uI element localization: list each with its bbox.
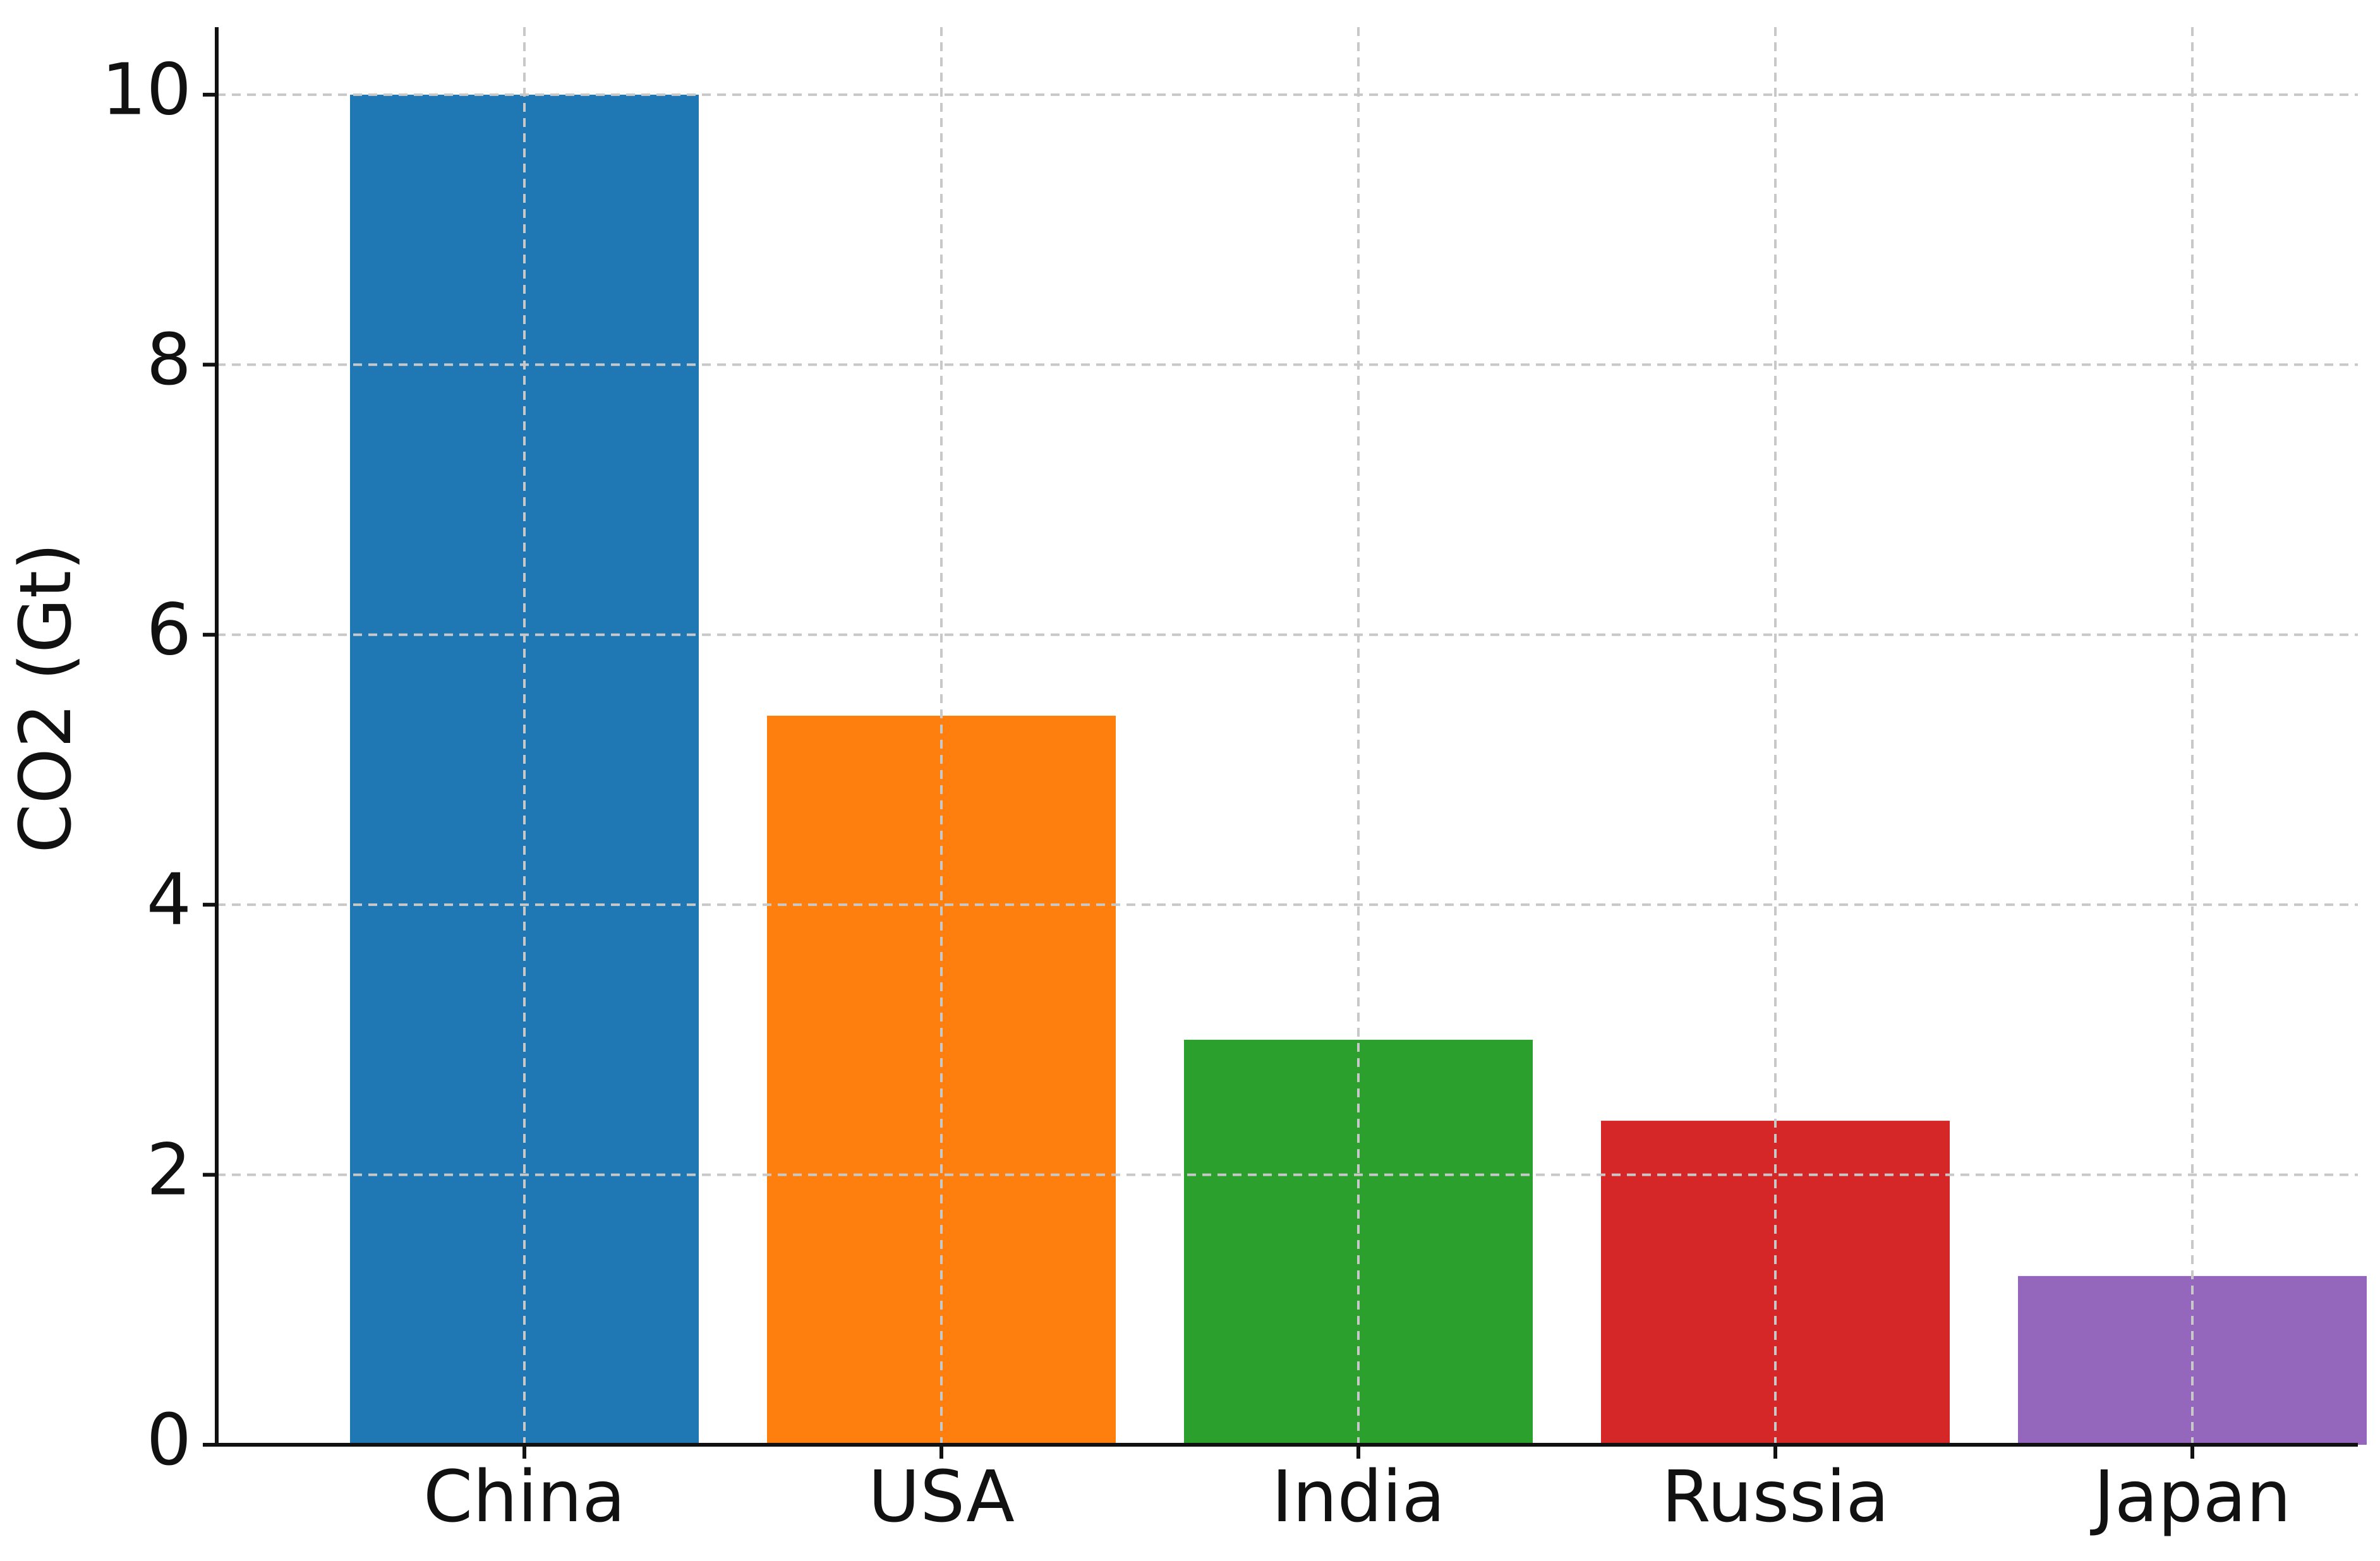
y-tick-label: 6 <box>147 589 191 671</box>
x-tick-label: USA <box>868 1456 1015 1538</box>
y-tick-label: 10 <box>101 49 191 131</box>
y-tick-label: 0 <box>147 1399 191 1481</box>
x-tick-label: Japan <box>2090 1456 2291 1538</box>
y-tick-label: 2 <box>147 1129 191 1211</box>
x-tick-label: Russia <box>1662 1456 1889 1538</box>
x-tick-label: India <box>1272 1456 1446 1538</box>
y-axis-label: CO2 (Gt) <box>5 543 87 853</box>
y-tick-label: 8 <box>147 319 191 401</box>
x-tick-label: China <box>423 1456 625 1538</box>
y-tick-label: 4 <box>147 859 191 941</box>
